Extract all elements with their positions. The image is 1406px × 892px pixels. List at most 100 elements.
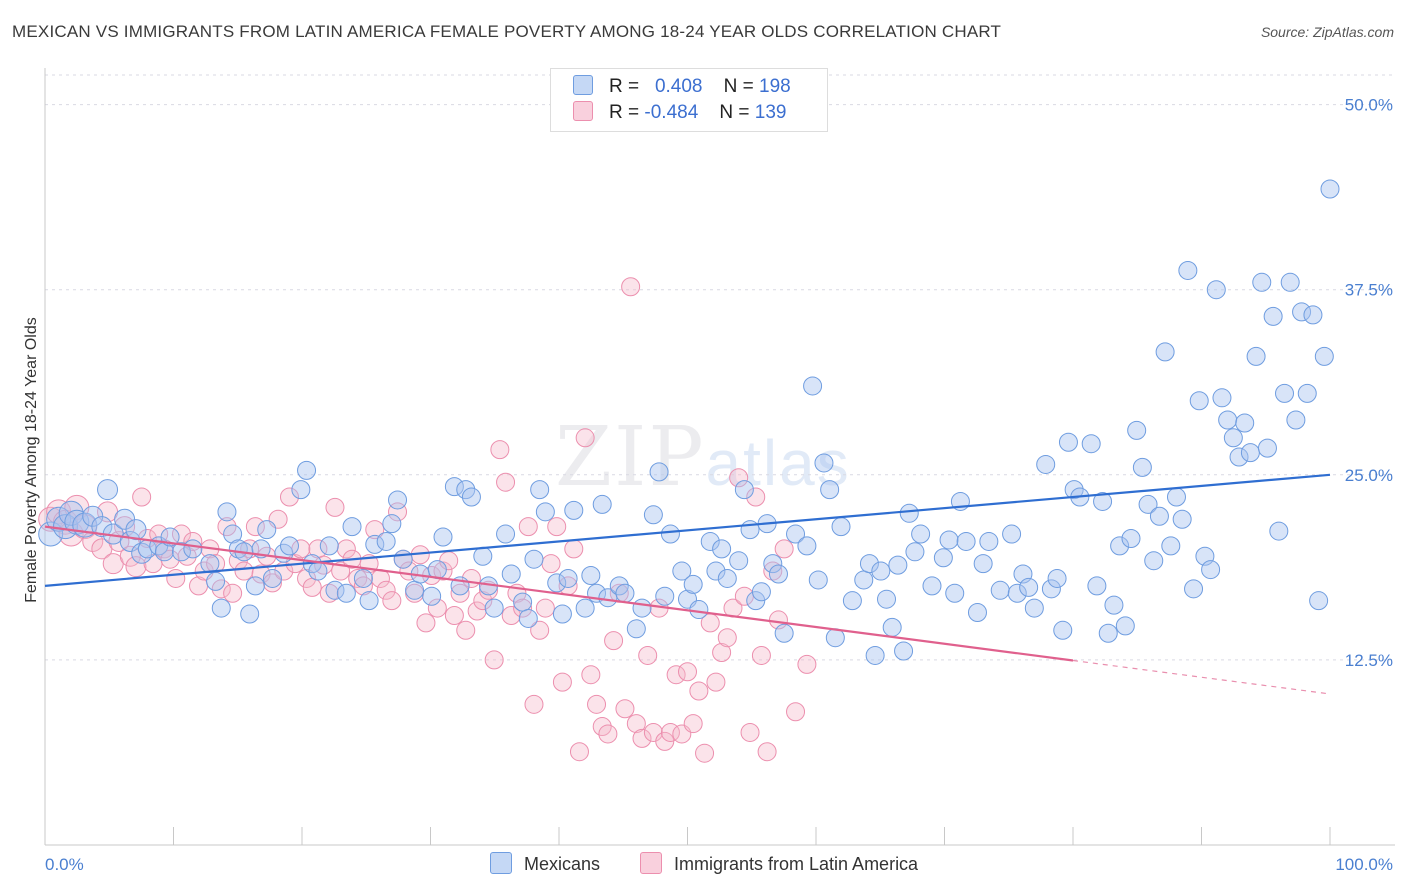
immigrant-point <box>621 277 641 297</box>
immigrant-point <box>245 517 265 537</box>
mexican-point <box>865 645 885 665</box>
mexican-point <box>342 517 362 537</box>
mexican-point <box>524 549 544 569</box>
mexican-point <box>359 591 379 611</box>
mexican-point <box>820 480 840 500</box>
immigrant-point <box>456 620 476 640</box>
mexican-point <box>655 586 675 606</box>
immigrant-point <box>575 428 595 448</box>
mexican-point <box>211 598 231 618</box>
mexican-point <box>91 516 113 538</box>
immigrant-point <box>166 568 186 588</box>
mexican-point <box>581 566 601 585</box>
mexican-point <box>712 539 732 559</box>
mexican-point <box>649 462 669 482</box>
mexican-point <box>393 549 413 569</box>
bottom-legend-mexicans: Mexicans <box>490 852 600 875</box>
mexican-point <box>473 546 493 566</box>
mexican-point <box>894 641 914 661</box>
immigrant-point <box>587 694 607 714</box>
mexican-point <box>956 531 976 551</box>
bottom-legend-swatch-blue <box>490 852 512 874</box>
immigrant-point <box>763 561 783 581</box>
mexican-point <box>513 592 533 612</box>
immigrant-point <box>786 702 806 722</box>
watermark-zip: ZIP <box>555 410 706 505</box>
immigrant-point <box>678 662 697 682</box>
immigrant-point <box>353 576 373 596</box>
legend-r-value: -0.484 <box>644 102 699 123</box>
immigrant-point <box>524 694 544 714</box>
mexican-point <box>1178 260 1198 280</box>
legend-row-mexicans: R = 0.408 N = 198 <box>573 75 791 101</box>
immigrant-point <box>490 440 510 460</box>
mexican-point <box>365 534 385 554</box>
immigrant-point <box>740 722 760 742</box>
mexican-point <box>336 583 356 603</box>
mexican-point <box>786 524 806 544</box>
bottom-legend-label: Mexicans <box>524 854 601 874</box>
mexican-point <box>257 520 277 540</box>
mexican-point <box>245 576 265 596</box>
mexican-point <box>672 561 692 581</box>
immigrant-point <box>717 628 737 648</box>
immigrant-point <box>666 665 686 685</box>
y-tick-label: 25.0% <box>1345 466 1393 485</box>
immigrant-point <box>484 650 504 670</box>
immigrant-point <box>552 672 572 692</box>
immigrant-point <box>496 472 516 492</box>
mexican-point <box>700 531 720 551</box>
immigrant-point <box>416 613 436 633</box>
mexican-point <box>774 623 794 643</box>
mexican-point <box>461 487 481 507</box>
immigrant-point <box>125 556 147 578</box>
mexican-point <box>1149 506 1169 526</box>
immigrant-point <box>513 598 533 618</box>
mexican-point <box>803 376 823 396</box>
immigrant-point <box>530 620 550 640</box>
mexican-point <box>1303 305 1323 325</box>
mexican-point <box>660 524 680 544</box>
legend-n-value: 139 <box>754 102 787 123</box>
mexican-point <box>564 500 584 520</box>
mexican-point <box>1098 623 1118 643</box>
mexican-point <box>1229 447 1249 467</box>
mexican-point <box>552 604 572 624</box>
mexican-point <box>979 531 999 551</box>
mexican-point <box>518 608 538 628</box>
mexican-point <box>1292 302 1312 322</box>
mexican-point <box>1115 616 1135 636</box>
legend-r-label: R = <box>609 102 640 123</box>
mexican-point <box>922 576 942 596</box>
immigrant-point <box>774 539 794 559</box>
immigrant-point <box>450 583 470 603</box>
mexican-point <box>1110 536 1130 556</box>
immigrant-point <box>729 468 749 488</box>
mexican-point <box>1246 346 1266 366</box>
chart-title: MEXICAN VS IMMIGRANTS FROM LATIN AMERICA… <box>12 22 1002 41</box>
mexican-point <box>717 568 737 588</box>
immigrant-point <box>757 742 777 762</box>
mexican-point <box>1286 410 1306 430</box>
immigrant-point <box>38 506 64 532</box>
immigrant-point <box>689 681 709 701</box>
immigrant-point <box>382 591 402 611</box>
mexican-point <box>484 598 504 618</box>
immigrant-point <box>615 699 635 719</box>
mexican-point <box>206 571 226 591</box>
mexican-point <box>1166 487 1186 507</box>
mexican-point <box>262 568 282 588</box>
source-label: Source: ZipAtlas.com <box>1260 24 1394 40</box>
legend-r-value: 0.408 <box>654 76 703 97</box>
immigrant-point <box>279 487 299 507</box>
immigrant-point <box>473 591 493 611</box>
mexican-point <box>1161 536 1181 556</box>
immigrant-point <box>706 672 726 692</box>
y-tick-label: 37.5% <box>1345 281 1393 300</box>
immigrant-point <box>518 517 538 537</box>
mexican-point <box>763 554 783 574</box>
mexican-point <box>1172 509 1192 529</box>
mexican-point <box>1104 595 1124 615</box>
immigrant-point <box>746 487 766 507</box>
